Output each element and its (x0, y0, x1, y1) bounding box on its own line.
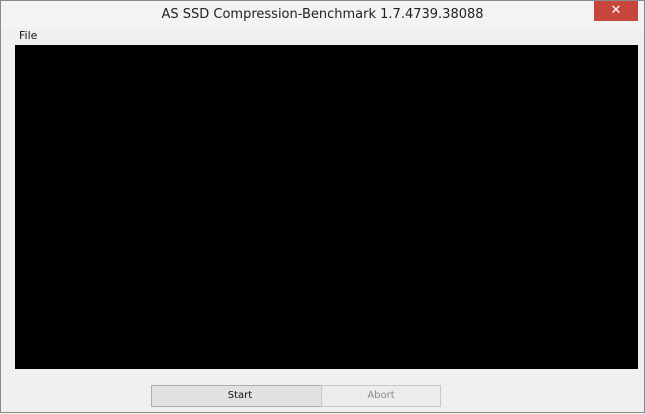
window-title: AS SSD Compression-Benchmark 1.7.4739.38… (161, 7, 484, 22)
abort-button[interactable]: Abort (321, 385, 441, 407)
plot-background (15, 45, 638, 369)
title-bar: AS SSD Compression-Benchmark 1.7.4739.38… (1, 1, 644, 29)
close-button[interactable]: ✕ (594, 1, 638, 21)
start-button[interactable]: Start (151, 385, 329, 407)
menu-file[interactable]: File (19, 29, 38, 42)
